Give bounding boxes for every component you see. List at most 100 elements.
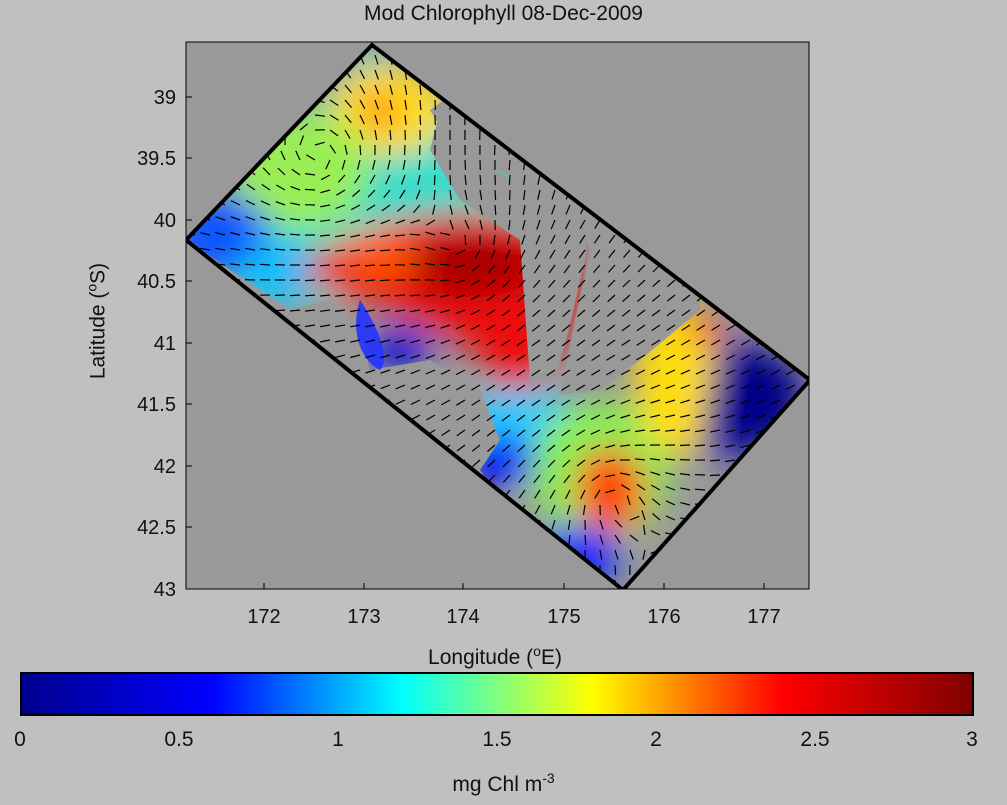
current-vector: [532, 294, 541, 303]
current-vector: [425, 246, 436, 251]
current-vector: [395, 384, 406, 390]
current-vector: [341, 159, 346, 170]
current-vector: [537, 189, 541, 200]
degree-superscript: o: [83, 283, 100, 292]
current-vector: [456, 384, 466, 391]
current-vector: [561, 384, 571, 391]
current-vector: [550, 219, 556, 230]
current-vector: [419, 114, 422, 126]
current-vector: [650, 458, 661, 461]
current-vector: [725, 369, 736, 375]
current-vector: [479, 204, 483, 215]
current-vector: [563, 249, 571, 259]
current-vector: [629, 549, 634, 560]
current-vector: [487, 444, 496, 452]
current-vector: [350, 339, 361, 343]
current-vector: [576, 399, 586, 406]
current-vector: [464, 219, 470, 230]
x-tick-label: 175: [547, 606, 580, 628]
degree-superscript: o: [533, 643, 541, 659]
current-vector: [374, 84, 380, 95]
current-vector: [590, 414, 601, 420]
current-vector: [372, 159, 376, 170]
current-vector: [449, 204, 453, 215]
current-vector: [622, 264, 631, 273]
current-vector: [490, 249, 496, 260]
current-vector: [651, 294, 661, 302]
current-vector: [320, 189, 331, 194]
current-vector: [565, 204, 571, 215]
current-vector: [380, 219, 391, 225]
colorbar-tick-label: 2: [650, 728, 662, 751]
current-vector: [694, 429, 706, 433]
current-vector: [275, 232, 286, 236]
current-vector: [522, 219, 526, 230]
current-vector: [680, 429, 691, 432]
current-vector: [306, 154, 316, 161]
current-vector: [680, 473, 691, 476]
current-vector: [696, 339, 706, 346]
current-vector: [365, 309, 376, 313]
current-vector: [592, 279, 601, 288]
current-vector: [549, 489, 556, 499]
x-tick-label: 176: [647, 606, 680, 628]
current-vector: [577, 474, 586, 483]
current-vector: [260, 200, 271, 206]
current-vector: [562, 459, 571, 468]
current-vector: [425, 369, 436, 375]
current-vector: [245, 232, 256, 236]
current-vector: [561, 354, 571, 362]
current-vector: [517, 279, 526, 288]
current-vector: [551, 519, 556, 530]
current-vector: [336, 189, 346, 196]
current-vector: [755, 384, 766, 390]
current-vector: [620, 369, 631, 376]
current-vector: [501, 384, 511, 392]
current-vector: [621, 339, 631, 347]
current-vector: [561, 414, 571, 422]
current-vector: [622, 294, 631, 303]
current-vector: [404, 99, 408, 110]
current-vector: [388, 144, 391, 156]
current-vector: [410, 399, 421, 405]
current-vector: [320, 324, 331, 328]
current-vector: [710, 369, 721, 375]
current-vector: [356, 159, 361, 170]
current-vector: [344, 99, 353, 108]
current-vector: [695, 369, 706, 375]
current-vector: [566, 504, 571, 515]
current-vector: [740, 354, 751, 361]
current-vector: [517, 459, 526, 468]
current-vector: [359, 144, 362, 156]
current-vector: [770, 369, 781, 376]
current-vector: [479, 189, 483, 200]
current-vector: [785, 384, 796, 390]
current-vector: [364, 279, 376, 282]
current-vector: [335, 339, 346, 343]
current-vector: [622, 279, 631, 288]
current-vector: [494, 189, 497, 201]
current-vector: [517, 294, 526, 303]
current-vector: [275, 201, 286, 206]
current-vector: [665, 515, 676, 521]
current-vector: [200, 247, 211, 251]
current-vector: [395, 399, 406, 405]
colorbar-label-text: mg Chl m: [452, 773, 543, 796]
current-vector: [409, 294, 421, 297]
current-vector: [681, 309, 691, 317]
current-vector: [335, 279, 346, 282]
current-vector: [650, 429, 661, 432]
colorbar-tick-label: 0.5: [164, 728, 194, 751]
current-vector: [650, 369, 661, 375]
current-vector: [374, 114, 379, 125]
current-vector: [576, 429, 586, 436]
current-vector: [636, 309, 646, 317]
current-vector: [486, 429, 496, 437]
current-vector: [215, 216, 226, 221]
current-vector: [471, 429, 481, 437]
colorbar-label: mg Chl m-3: [0, 770, 1007, 797]
current-vector: [537, 174, 541, 185]
current-vector: [277, 167, 286, 176]
current-vector: [681, 339, 691, 346]
current-vector: [606, 369, 616, 376]
